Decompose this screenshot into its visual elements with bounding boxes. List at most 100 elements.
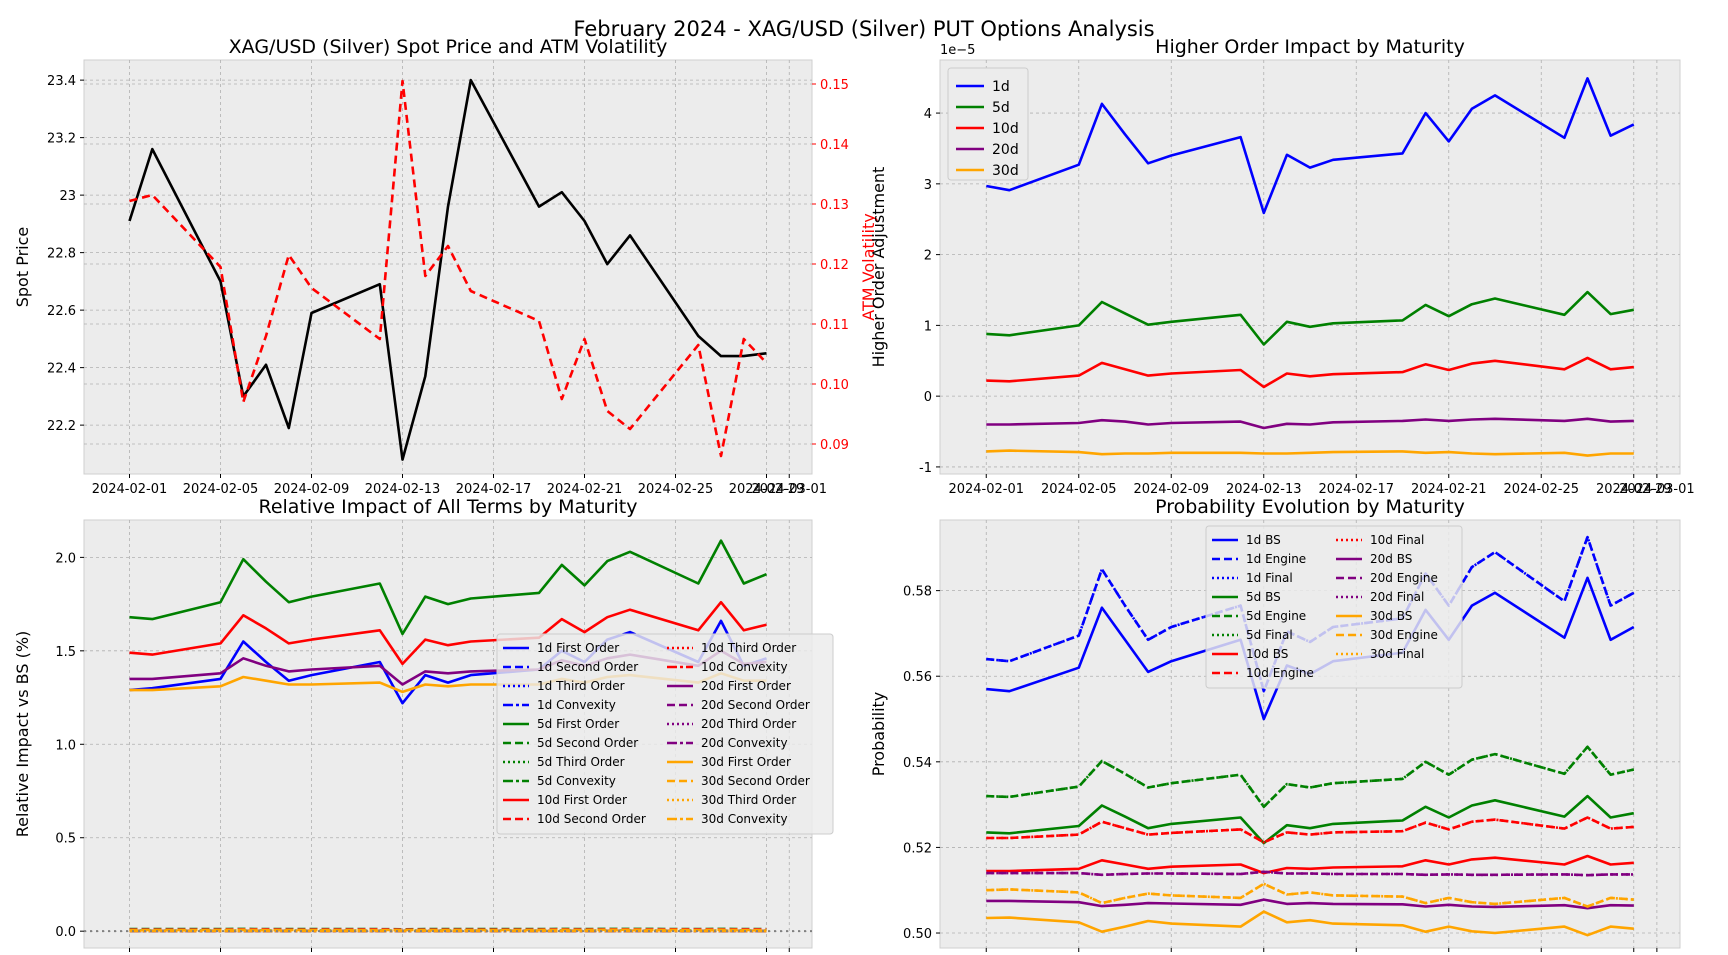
figure-title: February 2024 - XAG/USD (Silver) PUT Opt… bbox=[573, 17, 1154, 41]
legend-label: 30d Third Order bbox=[701, 793, 796, 807]
series-line-5d-bs bbox=[986, 794, 1635, 845]
y2-tick-label: 0.15 bbox=[820, 78, 849, 93]
series-line-5d-final bbox=[986, 745, 1635, 809]
series-line-20d-bs bbox=[986, 898, 1634, 910]
series-line-10d-bs bbox=[986, 854, 1634, 875]
y-tick-label: 1 bbox=[924, 319, 932, 334]
legend-label: 30d Second Order bbox=[701, 774, 810, 788]
series-group bbox=[986, 535, 1635, 937]
series-line-atm-volatility bbox=[129, 79, 768, 458]
x-tick-label: 2024-03-01 bbox=[751, 482, 827, 497]
y-axis-label: Probability bbox=[869, 692, 888, 777]
panel-relative: Relative Impact of All Terms by Maturity… bbox=[13, 496, 834, 952]
legend-label: 1d Convexity bbox=[537, 698, 616, 712]
x-tick-label: 2024-02-01 bbox=[948, 482, 1024, 497]
x-tick-label: 2024-02-21 bbox=[1411, 482, 1487, 497]
legend-label: 5d Second Order bbox=[537, 736, 638, 750]
x-tick-label: 2024-02-13 bbox=[365, 482, 441, 497]
x-tick-label: 2024-02-17 bbox=[456, 482, 532, 497]
y-tick-label: 1.0 bbox=[55, 738, 76, 753]
x-tick-label: 2024-02-17 bbox=[1318, 482, 1394, 497]
y-tick-label: -1 bbox=[919, 461, 932, 476]
y-axis-label: Relative Impact vs BS (%) bbox=[13, 631, 32, 838]
y-axis-label: Spot Price bbox=[13, 227, 32, 308]
legend-label: 30d BS bbox=[1370, 609, 1412, 623]
legend-label: 20d Third Order bbox=[701, 717, 796, 731]
panel-title: Higher Order Impact by Maturity bbox=[1155, 36, 1465, 58]
series-line-20d-final bbox=[986, 870, 1634, 877]
y-tick-label: 2.0 bbox=[55, 551, 76, 566]
panel-higher: Higher Order Impact by Maturity 2024-02-0… bbox=[869, 36, 1695, 497]
panel-title: Relative Impact of All Terms by Maturity bbox=[258, 496, 637, 518]
x-tick-label: 2024-02-09 bbox=[1133, 482, 1209, 497]
legend-label: 5d Final bbox=[1246, 628, 1293, 642]
x-tick-label: 2024-02-09 bbox=[274, 482, 350, 497]
y-tick-label: 0.50 bbox=[903, 927, 932, 942]
series-line-spot-price bbox=[128, 78, 767, 461]
legend-label: 10d Convexity bbox=[701, 660, 788, 674]
x-tick-label: 2024-02-29 bbox=[729, 482, 805, 497]
y2-tick-label: 0.14 bbox=[820, 138, 849, 153]
y2-axis-label: ATM Volatility bbox=[859, 213, 878, 320]
legend-label: 1d Final bbox=[1246, 571, 1293, 585]
legend-label: 5d Engine bbox=[1246, 609, 1306, 623]
legend-label: 1d Second Order bbox=[537, 660, 638, 674]
legend-label: 5d BS bbox=[1246, 590, 1281, 604]
y-tick-label: 22.4 bbox=[47, 362, 76, 377]
legend-label: 5d Convexity bbox=[537, 774, 616, 788]
x-tick-label: 2024-03-01 bbox=[1619, 482, 1695, 497]
legend-label: 1d Third Order bbox=[537, 679, 625, 693]
legend-label: 30d First Order bbox=[701, 755, 791, 769]
y2-tick-label: 0.09 bbox=[820, 438, 849, 453]
legend-label: 20d Engine bbox=[1370, 571, 1438, 585]
x-tick-label: 2024-02-21 bbox=[547, 482, 623, 497]
y-tick-label: 2 bbox=[924, 249, 932, 264]
legend-label: 20d BS bbox=[1370, 552, 1412, 566]
legend-label: 10d BS bbox=[1246, 647, 1288, 661]
y-tick-label: 23 bbox=[59, 189, 76, 204]
legend-label: 5d bbox=[992, 100, 1010, 116]
panel-prob: Probability Evolution by Maturity2024-02… bbox=[869, 496, 1681, 952]
y2-tick-label: 0.10 bbox=[820, 378, 849, 393]
series-line-5d bbox=[986, 290, 1635, 346]
series-group bbox=[129, 539, 767, 933]
legend-label: 20d Second Order bbox=[701, 698, 810, 712]
x-tick-label: 2024-02-13 bbox=[1226, 482, 1302, 497]
legend-label: 5d Third Order bbox=[537, 755, 625, 769]
legend: 1d 5d 10d 20d 30d bbox=[947, 67, 1029, 181]
panel-title: XAG/USD (Silver) Spot Price and ATM Vola… bbox=[229, 36, 668, 58]
legend-label: 1d Engine bbox=[1246, 552, 1306, 566]
series-line-1d-final bbox=[986, 535, 1635, 693]
legend-label: 10d Second Order bbox=[537, 812, 646, 826]
y-axis-label: Higher Order Adjustment bbox=[869, 167, 888, 368]
legend-label: 20d Final bbox=[1370, 590, 1424, 604]
y-tick-label: 0.52 bbox=[903, 841, 932, 856]
series-line-1d bbox=[986, 77, 1635, 215]
legend-label: 5d First Order bbox=[537, 717, 619, 731]
y-tick-label: 0.56 bbox=[903, 670, 932, 685]
y-tick-label: 4 bbox=[924, 107, 932, 122]
y-tick-label: 0 bbox=[924, 390, 932, 405]
series-line-30d-bs bbox=[986, 910, 1634, 937]
series-line-10d-first-order bbox=[129, 600, 767, 666]
series-line-30d-final bbox=[986, 882, 1634, 908]
legend-label: 10d Third Order bbox=[701, 641, 796, 655]
y-exponent-label: 1e−5 bbox=[940, 43, 975, 58]
y-tick-label: 22.8 bbox=[47, 247, 76, 262]
y-tick-label: 0.0 bbox=[55, 925, 76, 940]
x-tick-label: 2024-02-25 bbox=[1503, 482, 1579, 497]
y-tick-label: 0.58 bbox=[903, 585, 932, 600]
y2-tick-label: 0.13 bbox=[820, 198, 849, 213]
panel-title: Probability Evolution by Maturity bbox=[1155, 496, 1465, 518]
legend-label: 10d First Order bbox=[537, 793, 627, 807]
legend-label: 30d Engine bbox=[1370, 628, 1438, 642]
y-tick-label: 0.5 bbox=[55, 832, 76, 847]
legend-label: 20d bbox=[992, 142, 1019, 158]
series-line-10d bbox=[986, 356, 1634, 389]
legend: 1d First Order 1d Second Order 1d Third Or… bbox=[496, 633, 834, 835]
series-line-5d-first-order bbox=[129, 539, 767, 636]
y-tick-label: 3 bbox=[924, 178, 932, 193]
legend-box bbox=[947, 67, 1029, 181]
x-tick-label: 2024-02-25 bbox=[638, 482, 714, 497]
